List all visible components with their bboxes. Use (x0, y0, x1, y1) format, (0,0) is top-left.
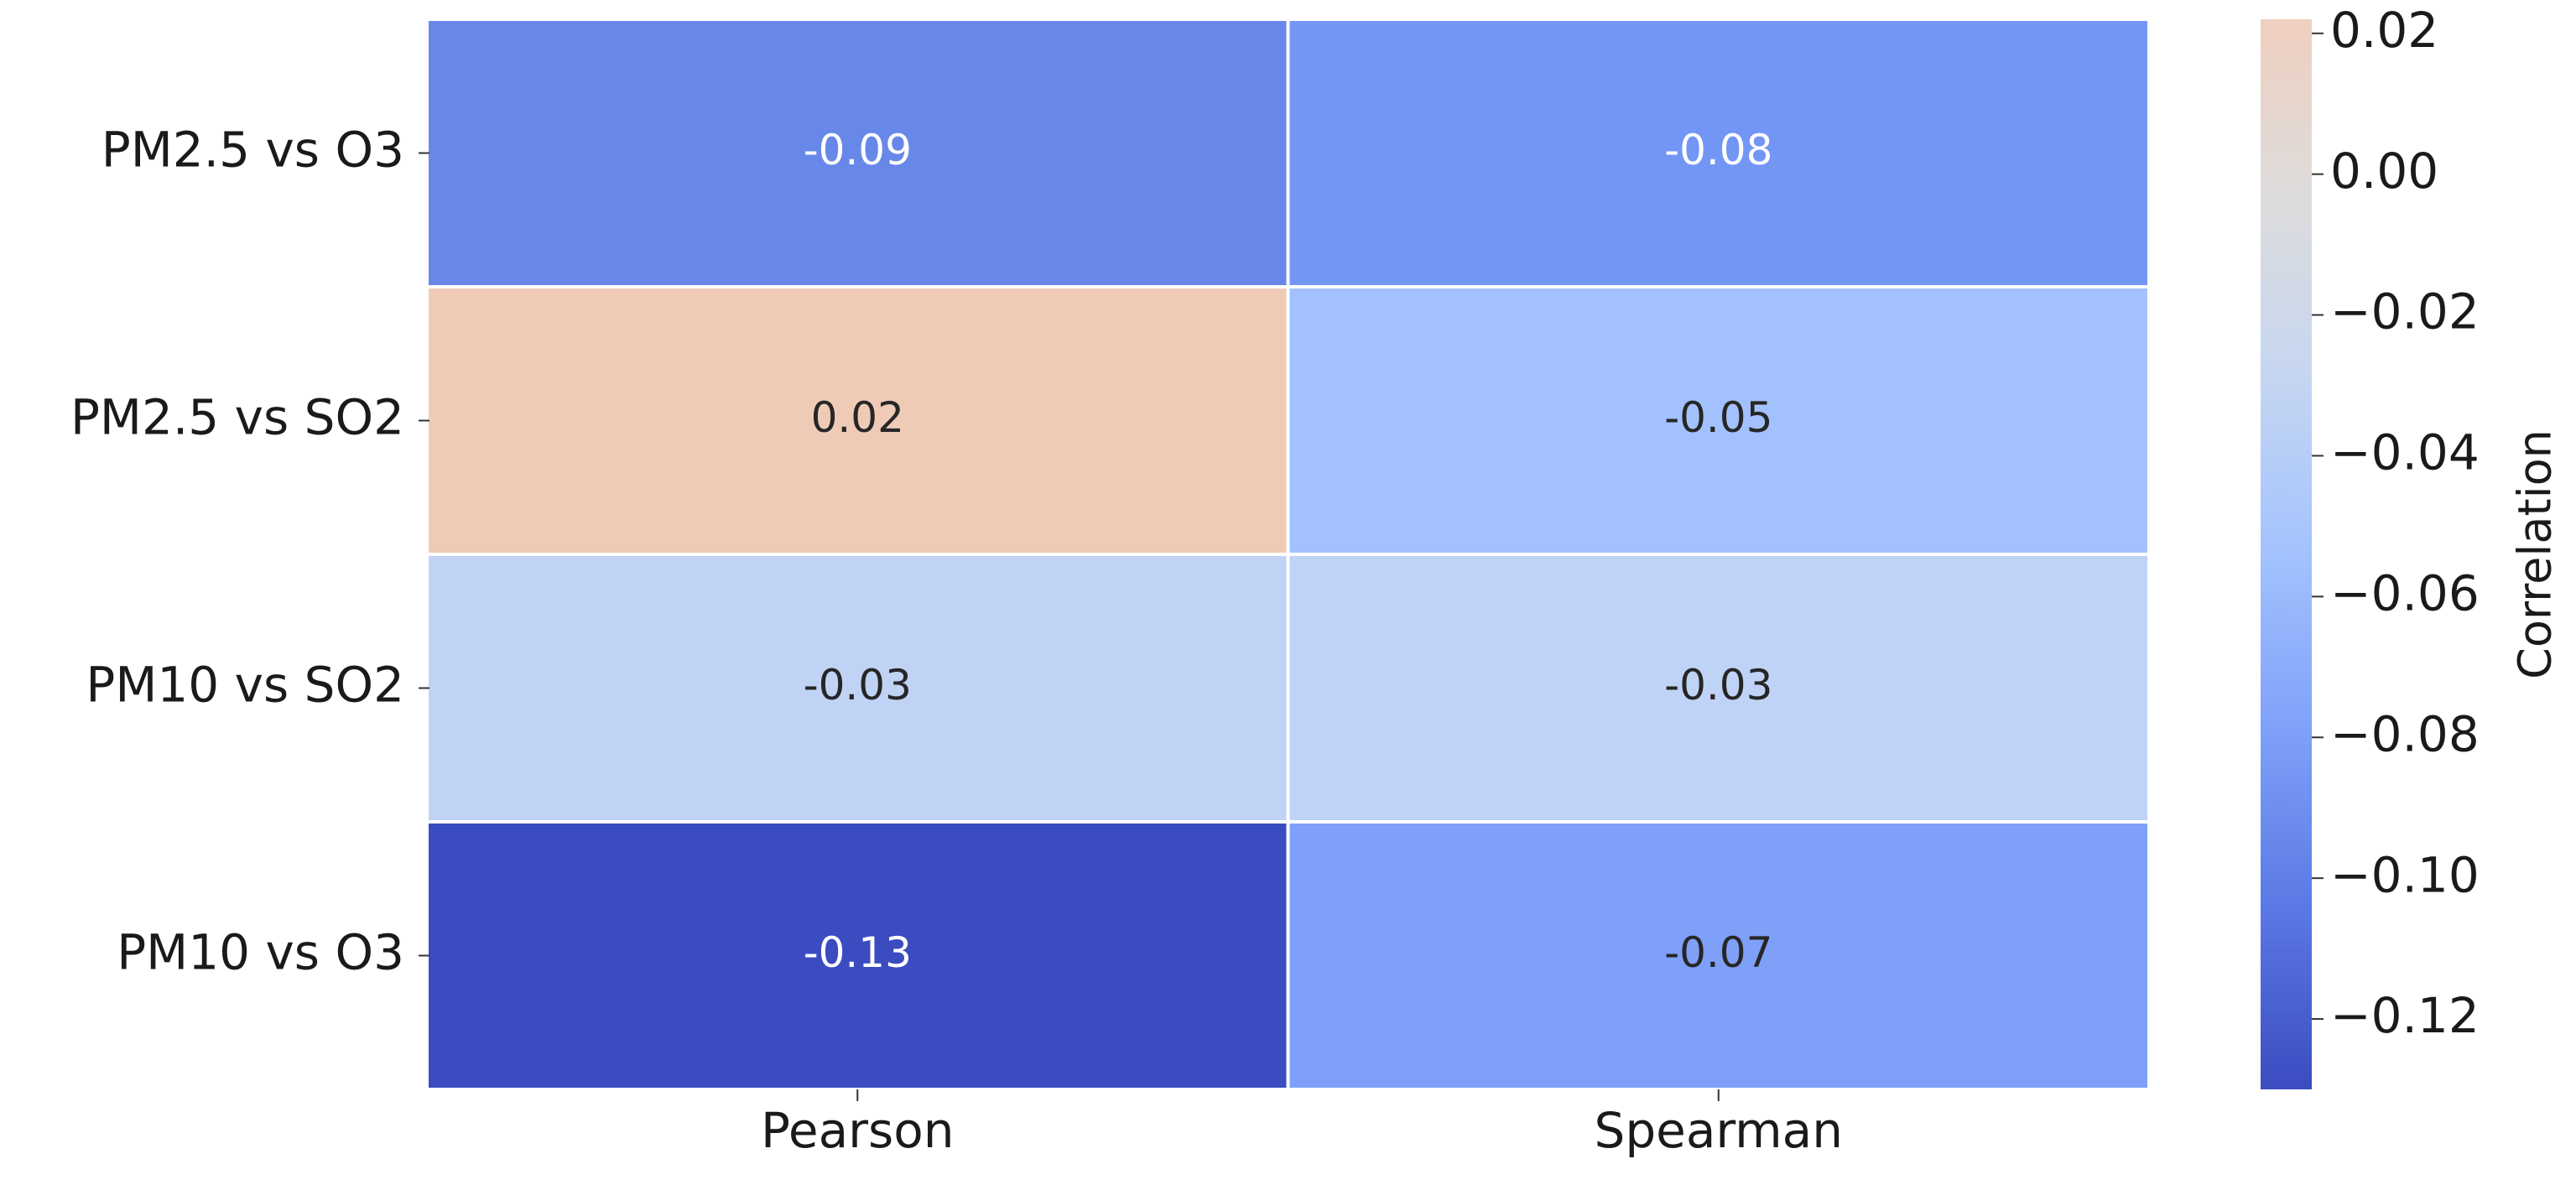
cell-label: -0.03 (1664, 661, 1772, 709)
heatmap-cell (425, 285, 1290, 556)
heatmap-cell (425, 18, 1290, 288)
colorbar-tick-label: 0.02 (2330, 2, 2438, 59)
heatmap-cell (1286, 18, 2151, 288)
y-tick-label: PM10 vs O3 (117, 924, 404, 981)
colorbar-tick-label: −0.02 (2330, 283, 2480, 340)
cell-label: -0.05 (1664, 393, 1772, 442)
colorbar-tick-label: 0.00 (2330, 143, 2438, 200)
colorbar-tick-label: −0.12 (2330, 987, 2480, 1044)
cell-label: -0.09 (804, 126, 912, 174)
cell-label: -0.08 (1664, 126, 1772, 174)
x-tick-label: Pearson (761, 1102, 954, 1159)
heatmap-cell (1286, 285, 2151, 556)
cell-label: 0.02 (811, 393, 904, 442)
y-tick-label: PM2.5 vs O3 (101, 122, 404, 179)
cell-label: -0.07 (1664, 928, 1772, 977)
x-tick-label: Spearman (1595, 1102, 1844, 1159)
colorbar-label: Correlation (2509, 429, 2562, 679)
heatmap-cell (1286, 553, 2151, 824)
colorbar-tick-label: −0.04 (2330, 424, 2480, 481)
colorbar (2261, 19, 2312, 1089)
heatmap-cell (425, 553, 1290, 824)
colorbar-tick-label: −0.06 (2330, 564, 2480, 621)
heatmap-cell (1286, 820, 2151, 1091)
colorbar-tick-label: −0.10 (2330, 846, 2480, 903)
y-tick-label: PM2.5 vs SO2 (70, 389, 404, 446)
colorbar-tick-label: −0.08 (2330, 705, 2480, 762)
cell-label: -0.03 (804, 661, 912, 709)
cell-label: -0.13 (804, 928, 912, 977)
y-tick-label: PM10 vs SO2 (86, 657, 404, 714)
